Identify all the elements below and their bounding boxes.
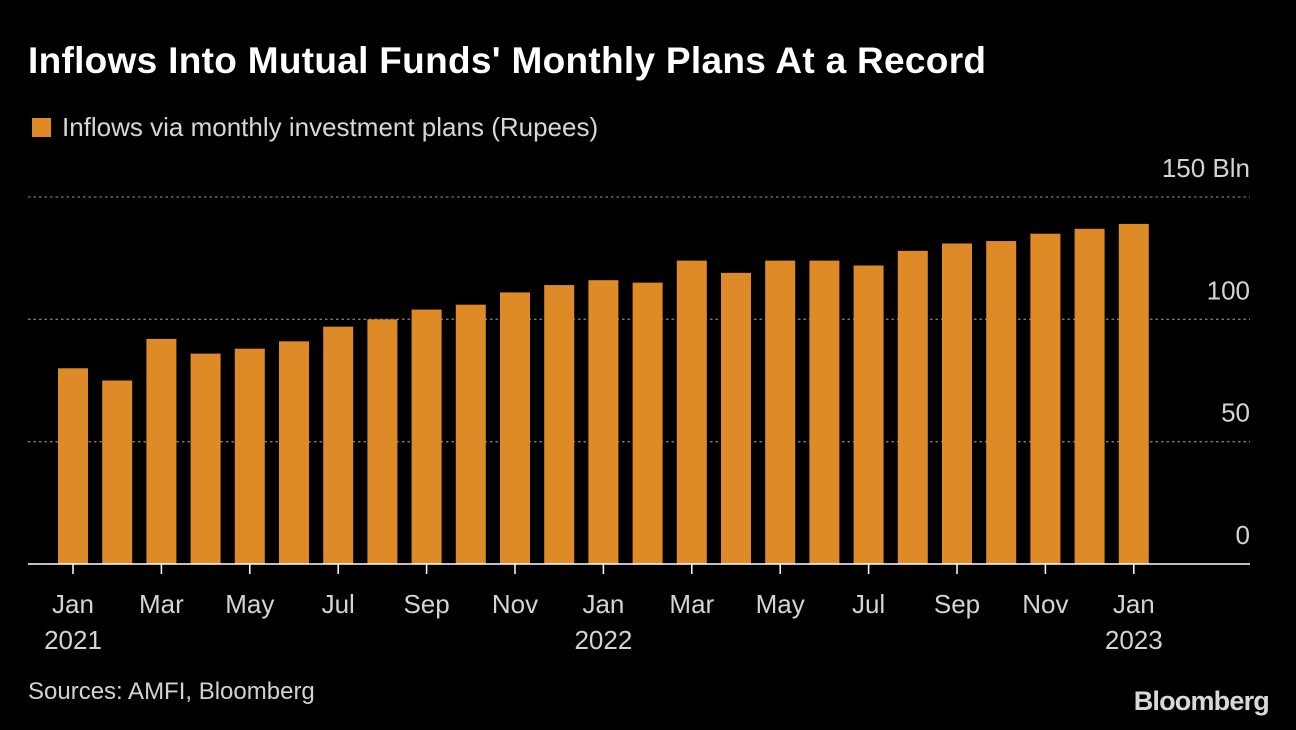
- y-axis-labels: 0 50 100 150 Bln: [1162, 153, 1250, 550]
- bar-jun-2021: [279, 341, 309, 564]
- bar-feb-2022: [632, 282, 663, 564]
- x-year-label: 2022: [574, 625, 632, 655]
- bar-aug-2022: [897, 250, 928, 564]
- bar-jan-2021: [58, 368, 88, 564]
- bar-jan-2022: [588, 280, 619, 564]
- y-tick-label: 150 Bln: [1162, 153, 1250, 183]
- x-tick-label: Jan: [52, 589, 94, 619]
- bar-jan-2023: [1118, 223, 1149, 564]
- y-tick-label: 50: [1221, 398, 1250, 428]
- bloomberg-logo: Bloomberg: [1133, 686, 1270, 716]
- bar-oct-2021: [455, 304, 486, 564]
- x-tick-label: May: [225, 589, 274, 619]
- bar-mar-2021: [146, 338, 177, 564]
- x-tick-label: Mar: [139, 589, 184, 619]
- bar-aug-2021: [367, 319, 398, 564]
- bars: [58, 223, 1149, 565]
- source-note: Sources: AMFI, Bloomberg: [28, 678, 315, 705]
- x-axis: [28, 563, 1250, 574]
- bar-sep-2022: [942, 243, 972, 564]
- x-tick-label: Jul: [322, 589, 355, 619]
- y-tick-label: 100: [1207, 275, 1250, 305]
- x-tick-label: Nov: [492, 589, 538, 619]
- x-tick-label: Jan: [1113, 589, 1155, 619]
- legend: Inflows via monthly investment plans (Ru…: [32, 112, 598, 143]
- bar-may-2022: [765, 260, 796, 564]
- bar-dec-2021: [544, 285, 575, 564]
- x-year-label: 2023: [1105, 625, 1163, 655]
- bar-dec-2022: [1074, 228, 1105, 564]
- legend-label: Inflows via monthly investment plans (Ru…: [62, 112, 599, 142]
- bar-jun-2022: [809, 260, 840, 564]
- legend-swatch: [32, 118, 51, 137]
- x-tick-label: Sep: [934, 589, 980, 619]
- bar-apr-2021: [190, 353, 221, 564]
- x-tick-label: May: [756, 589, 805, 619]
- bar-nov-2022: [1030, 233, 1061, 564]
- bar-jul-2021: [323, 326, 354, 564]
- bar-mar-2022: [676, 260, 707, 564]
- bar-nov-2021: [500, 292, 530, 564]
- bar-feb-2021: [102, 380, 133, 564]
- bar-oct-2022: [986, 241, 1017, 565]
- x-axis-labels: Jan 2021 Mar May Jul Sep Nov Jan 2022 Mar May Jul Se…: [44, 589, 1163, 655]
- x-tick-label: Sep: [403, 589, 449, 619]
- x-tick-label: Jan: [582, 589, 624, 619]
- y-tick-label: 0: [1236, 520, 1250, 550]
- chart-title: Inflows Into Mutual Funds' Monthly Plans…: [28, 40, 987, 81]
- bar-sep-2021: [411, 309, 442, 564]
- x-tick-label: Nov: [1022, 589, 1068, 619]
- x-tick-label: Jul: [852, 589, 885, 619]
- x-tick-label: Mar: [669, 589, 714, 619]
- bar-jul-2022: [853, 265, 884, 564]
- bar-may-2021: [234, 348, 265, 564]
- bar-apr-2022: [721, 272, 751, 564]
- x-year-label: 2021: [44, 625, 102, 655]
